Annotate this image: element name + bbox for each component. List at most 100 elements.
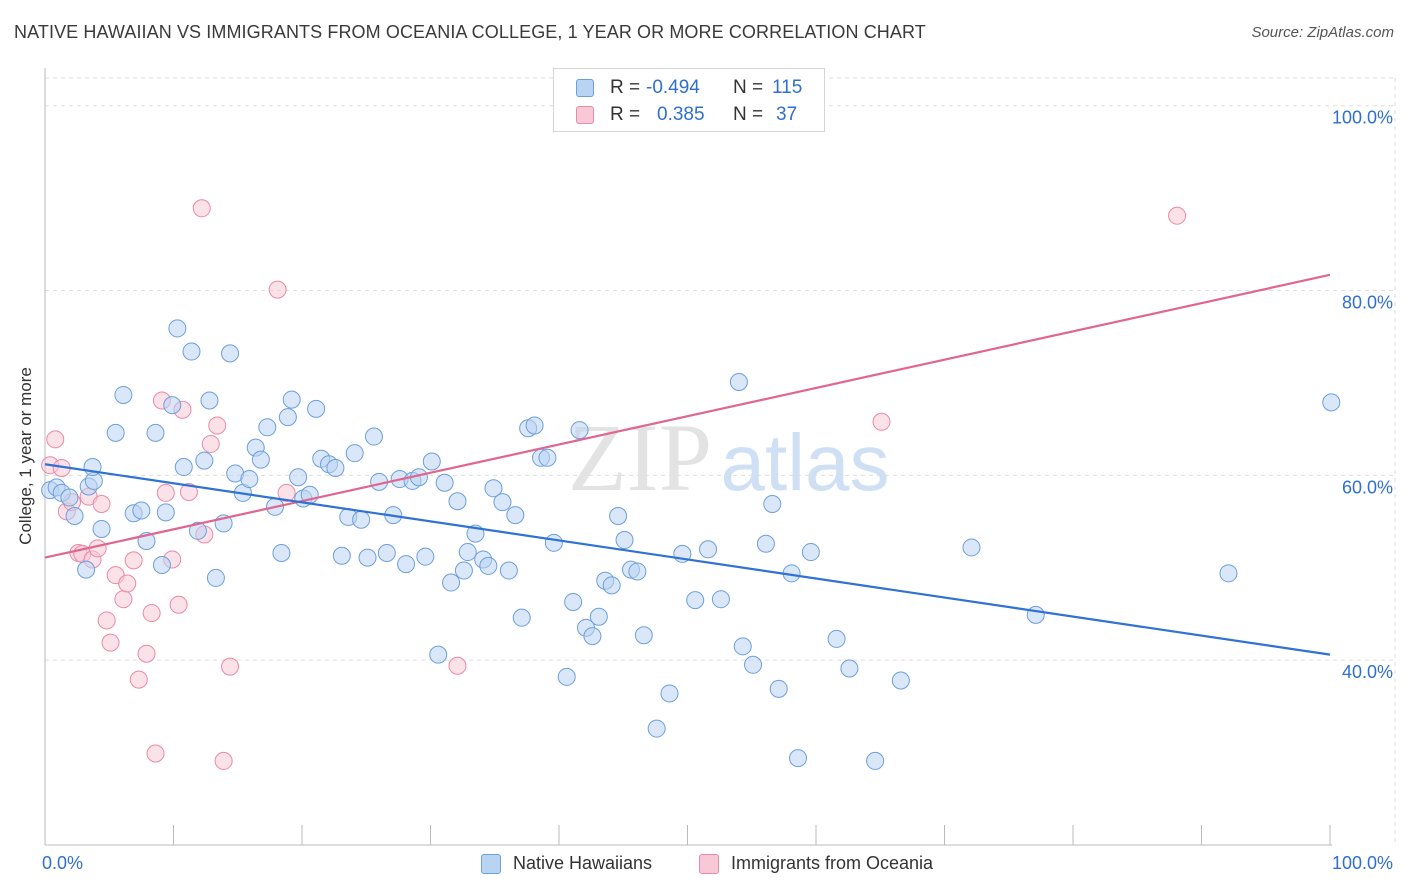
legend-label: Native Hawaiians <box>513 853 653 873</box>
data-point-native-hawaiians <box>345 444 364 463</box>
data-point-native-hawaiians <box>377 543 396 562</box>
series-native-hawaiians <box>41 319 1341 770</box>
data-point-immigrants-from-oceania <box>169 595 188 614</box>
data-point-native-hawaiians <box>332 546 351 565</box>
data-point-native-hawaiians <box>506 506 525 525</box>
data-point-native-hawaiians <box>512 608 531 627</box>
data-point-immigrants-from-oceania <box>1168 206 1187 225</box>
stats-swatch-blue <box>576 79 594 97</box>
data-point-native-hawaiians <box>647 719 666 738</box>
stats-r-label: R = <box>610 77 641 98</box>
data-point-immigrants-from-oceania <box>268 280 287 299</box>
data-point-native-hawaiians <box>364 427 383 446</box>
data-point-native-hawaiians <box>827 629 846 648</box>
stats-r-value: 0.385 <box>657 104 705 125</box>
data-point-native-hawaiians <box>493 493 512 512</box>
data-point-immigrants-from-oceania <box>101 633 120 652</box>
data-point-native-hawaiians <box>454 561 473 580</box>
watermark-atlas: atlas <box>721 418 890 507</box>
data-point-immigrants-from-oceania <box>124 551 143 570</box>
data-point-native-hawaiians <box>525 416 544 435</box>
data-point-native-hawaiians <box>429 645 448 664</box>
data-point-immigrants-from-oceania <box>142 604 161 623</box>
data-point-native-hawaiians <box>686 591 705 610</box>
data-point-native-hawaiians <box>699 540 718 559</box>
series-immigrants-from-oceania <box>41 199 1187 770</box>
data-point-native-hawaiians <box>77 560 96 579</box>
data-point-native-hawaiians <box>769 679 788 698</box>
data-point-native-hawaiians <box>152 555 171 574</box>
data-point-native-hawaiians <box>891 671 910 690</box>
data-point-native-hawaiians <box>756 534 775 553</box>
data-point-native-hawaiians <box>163 396 182 415</box>
data-point-native-hawaiians <box>866 751 885 770</box>
data-point-immigrants-from-oceania <box>277 483 296 502</box>
data-point-immigrants-from-oceania <box>192 199 211 218</box>
data-point-native-hawaiians <box>307 399 326 418</box>
data-point-native-hawaiians <box>188 521 207 540</box>
data-point-native-hawaiians <box>557 667 576 686</box>
correlation-stats-box: R = -0.494 N = 115 R = 0.385 N = 37 <box>553 68 825 132</box>
data-point-immigrants-from-oceania <box>97 611 116 630</box>
data-point-native-hawaiians <box>962 538 981 557</box>
data-point-native-hawaiians <box>258 418 277 437</box>
data-point-immigrants-from-oceania <box>201 434 220 453</box>
data-point-immigrants-from-oceania <box>137 644 156 663</box>
data-point-immigrants-from-oceania <box>118 574 137 593</box>
data-point-native-hawaiians <box>609 507 628 526</box>
data-point-native-hawaiians <box>442 573 461 592</box>
data-point-immigrants-from-oceania <box>146 744 165 763</box>
data-point-native-hawaiians <box>634 626 653 645</box>
data-point-immigrants-from-oceania <box>448 656 467 675</box>
chart-title: NATIVE HAWAIIAN VS IMMIGRANTS FROM OCEAN… <box>14 22 926 42</box>
y-tick-label: 40.0% <box>1342 662 1393 682</box>
data-point-immigrants-from-oceania <box>872 412 891 431</box>
legend: Native Hawaiians Immigrants from Oceania <box>0 853 1406 877</box>
y-tick-label: 60.0% <box>1342 477 1393 497</box>
data-point-native-hawaiians <box>1219 564 1238 583</box>
data-point-native-hawaiians <box>660 684 679 703</box>
data-point-native-hawaiians <box>564 592 583 611</box>
data-point-native-hawaiians <box>801 543 820 562</box>
data-point-native-hawaiians <box>479 556 498 575</box>
data-point-native-hawaiians <box>422 452 441 471</box>
stats-n-value: 115 <box>772 77 803 98</box>
data-point-native-hawaiians <box>589 607 608 626</box>
data-point-native-hawaiians <box>60 488 79 507</box>
data-point-native-hawaiians <box>615 531 634 550</box>
watermark: ZIP atlas <box>568 404 889 511</box>
tick-labels: 40.0% 60.0% 80.0% 100.0% 0.0% 100.0% <box>42 108 1393 873</box>
data-point-immigrants-from-oceania <box>156 483 175 502</box>
data-point-native-hawaiians <box>168 319 187 338</box>
stats-row-native-hawaiians: R = -0.494 N = 115 <box>554 75 824 101</box>
stats-n-label: N = <box>733 77 764 98</box>
data-point-native-hawaiians <box>1026 605 1045 624</box>
data-point-native-hawaiians <box>458 543 477 562</box>
data-point-native-hawaiians <box>132 501 151 520</box>
data-point-native-hawaiians <box>251 450 270 469</box>
data-point-native-hawaiians <box>326 458 345 477</box>
data-point-native-hawaiians <box>206 568 225 587</box>
y-tick-label: 100.0% <box>1332 108 1393 128</box>
data-point-immigrants-from-oceania <box>92 495 111 514</box>
data-point-native-hawaiians <box>352 510 371 529</box>
data-point-native-hawaiians <box>106 423 125 442</box>
data-point-immigrants-from-oceania <box>46 430 65 449</box>
legend-swatch-blue <box>481 854 501 874</box>
data-point-native-hawaiians <box>628 562 647 581</box>
source-credit: Source: ZipAtlas.com <box>1251 24 1394 41</box>
legend-label: Immigrants from Oceania <box>731 853 934 873</box>
stats-row-immigrants-from-oceania: R = 0.385 N = 37 <box>554 102 824 128</box>
trend-line-immigrants-from-oceania <box>44 273 1331 559</box>
data-point-native-hawaiians <box>240 470 259 489</box>
data-point-immigrants-from-oceania <box>221 657 240 676</box>
y-tick-label: 80.0% <box>1342 293 1393 313</box>
data-point-native-hawaiians <box>195 451 214 470</box>
data-point-native-hawaiians <box>729 373 748 392</box>
data-point-native-hawaiians <box>358 548 377 567</box>
stats-r-label: R = <box>610 104 641 125</box>
data-point-immigrants-from-oceania <box>114 590 133 609</box>
axes <box>44 68 1332 846</box>
data-point-native-hawaiians <box>221 344 240 363</box>
data-point-native-hawaiians <box>156 503 175 522</box>
